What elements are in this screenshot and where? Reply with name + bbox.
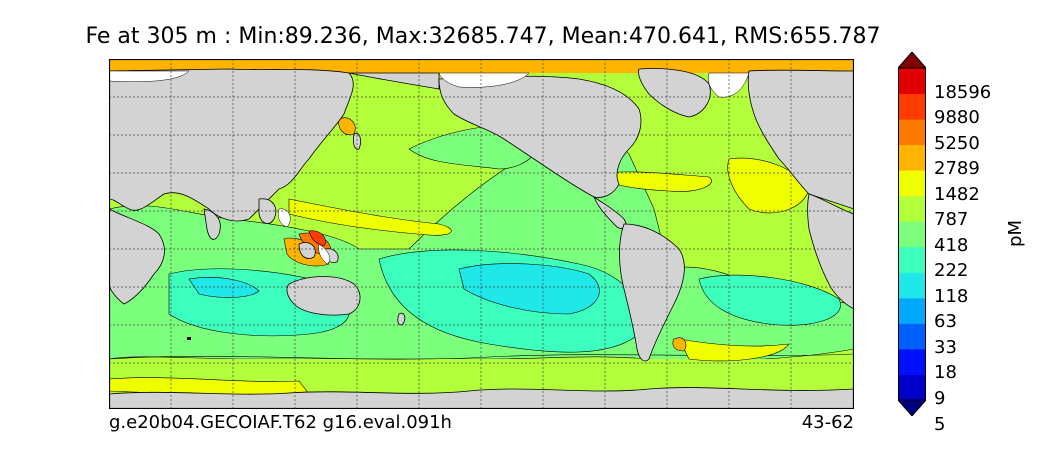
contour-band-118-c — [698, 274, 841, 326]
colorbar-tick-label: 787 — [934, 209, 969, 231]
colorbar-tick-label: 118 — [934, 285, 969, 307]
colorbar-tick-label: 63 — [934, 311, 957, 333]
contour-band-787-e — [678, 338, 790, 362]
colorbar-segment — [898, 221, 926, 248]
graticule — [109, 59, 854, 409]
case-name-label: g.e20b04.GECOIAF.T62 g16.eval.091h — [109, 412, 452, 433]
colorbar-extend-max — [898, 52, 926, 69]
contour-band-787-c — [727, 157, 810, 214]
colorbar-tick-label: 418 — [934, 234, 969, 256]
colorbar-frame — [898, 67, 926, 401]
colorbar-unit-label: pM — [1004, 220, 1026, 247]
colorbar-tick-label: 18 — [934, 362, 957, 384]
colorbar-segment — [898, 374, 926, 401]
map-frame — [109, 59, 854, 409]
colorbar-segment — [898, 144, 926, 171]
contour-band-63 — [188, 277, 260, 298]
contour-band-1482-c — [672, 337, 687, 352]
colorbar — [898, 52, 926, 416]
colorbar-tick-label: 222 — [934, 260, 969, 282]
colorbar-segment — [898, 170, 926, 197]
colorbar-tick-label: 9 — [934, 388, 946, 409]
contour-band-787 — [288, 198, 452, 236]
colorbar-tick-label: 5250 — [934, 132, 980, 154]
colorbar-tick-label: 5 — [934, 413, 946, 435]
sea-ice — [109, 70, 750, 265]
colorbar-extend-min — [898, 399, 926, 416]
colorbar-segment — [898, 119, 926, 146]
colorbar-tick-label: 18596 — [934, 81, 992, 103]
colorbar-tick-label: 2789 — [934, 158, 980, 180]
colorbar-segment — [898, 246, 926, 273]
plot-title: Fe at 305 m : Min:89.236, Max:32685.747,… — [85, 24, 881, 49]
contour-band-787-b — [598, 171, 712, 192]
colorbar-tick-label: 9880 — [934, 107, 980, 129]
contour-band-63-b — [458, 263, 600, 315]
colorbar-segment — [898, 93, 926, 120]
colorbar-segment — [898, 348, 926, 375]
colorbar-segment — [898, 68, 926, 95]
ocean-map — [109, 59, 854, 409]
colorbar-segment — [898, 323, 926, 350]
colorbar-tick-label: 33 — [934, 336, 957, 358]
year-range-label: 43-62 — [801, 412, 854, 433]
colorbar-segment — [898, 272, 926, 299]
contour-band-5250 — [308, 230, 326, 247]
colorbar-segment — [898, 297, 926, 324]
colorbar-tick-label: 1482 — [934, 183, 980, 205]
kerguelen-dot — [187, 337, 191, 340]
colorbar-segment — [898, 195, 926, 222]
